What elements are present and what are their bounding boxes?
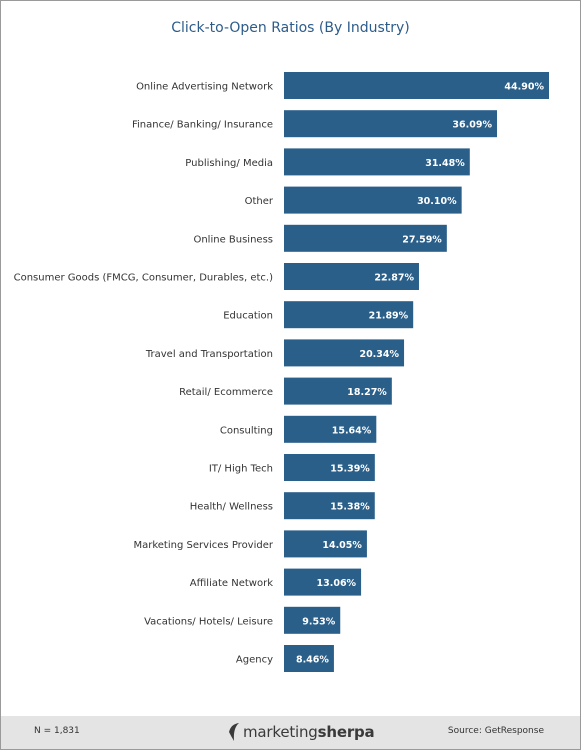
category-label: Online Business [193, 234, 273, 245]
value-label: 15.39% [330, 464, 370, 475]
bar [284, 377, 392, 405]
category-label: Agency [236, 655, 273, 666]
category-label: Consumer Goods (FMCG, Consumer, Durables… [14, 273, 273, 284]
bar [284, 645, 334, 672]
category-label: Travel and Transportation [145, 349, 273, 360]
bar [284, 301, 414, 329]
category-label: Vacations/ Hotels/ Leisure [144, 616, 273, 627]
bar [284, 339, 405, 367]
value-label: 44.90% [504, 82, 544, 93]
bar [284, 110, 498, 138]
category-label: Marketing Services Provider [133, 540, 273, 551]
bar [284, 530, 367, 558]
category-label: Affiliate Network [190, 578, 273, 589]
value-label: 22.87% [374, 273, 414, 284]
brand-light: marketing [243, 723, 318, 741]
value-label: 14.05% [322, 540, 362, 551]
value-label: 9.53% [302, 616, 335, 627]
bar [284, 148, 470, 176]
value-label: 15.38% [330, 502, 370, 513]
bar [284, 186, 462, 214]
category-label: Education [223, 311, 273, 322]
category-label: Other [245, 196, 274, 207]
value-label: 31.48% [425, 158, 465, 169]
marketingsherpa-logo: marketingsherpa [227, 721, 375, 743]
value-label: 20.34% [359, 349, 399, 360]
category-label: Publishing/ Media [185, 158, 273, 169]
category-label: Online Advertising Network [136, 82, 273, 93]
value-label: 30.10% [417, 196, 457, 207]
category-label: IT/ High Tech [209, 464, 273, 475]
value-label: 27.59% [402, 234, 442, 245]
bar [284, 568, 362, 596]
value-label: 21.89% [369, 311, 409, 322]
brand-wordmark: marketingsherpa [243, 723, 375, 741]
brand-bold: sherpa [317, 723, 375, 741]
category-label: Finance/ Banking/ Insurance [132, 120, 273, 131]
bar [284, 492, 375, 520]
swoosh-icon [229, 723, 239, 741]
bar [284, 72, 549, 99]
bar [284, 454, 375, 481]
source-note: Source: GetResponse [447, 726, 544, 736]
value-label: 18.27% [347, 387, 387, 398]
bar [284, 224, 447, 252]
bar [284, 415, 377, 443]
category-label: Retail/ Ecommerce [179, 387, 273, 398]
value-label: 8.46% [296, 655, 329, 666]
value-label: 36.09% [452, 120, 492, 131]
bar-chart: Online Advertising Network 44.90% Finance/… [14, 72, 549, 672]
value-label: 13.06% [317, 578, 357, 589]
bar [284, 606, 341, 634]
bar [284, 263, 419, 290]
chart-footer: N = 1,831 marketingsherpa Source: GetRes… [1, 716, 580, 749]
value-label: 15.64% [332, 425, 372, 436]
sample-size-note: N = 1,831 [34, 726, 80, 736]
category-label: Health/ Wellness [190, 502, 273, 513]
chart-title: Click-to-Open Ratios (By Industry) [171, 20, 410, 36]
category-label: Consulting [220, 425, 273, 436]
